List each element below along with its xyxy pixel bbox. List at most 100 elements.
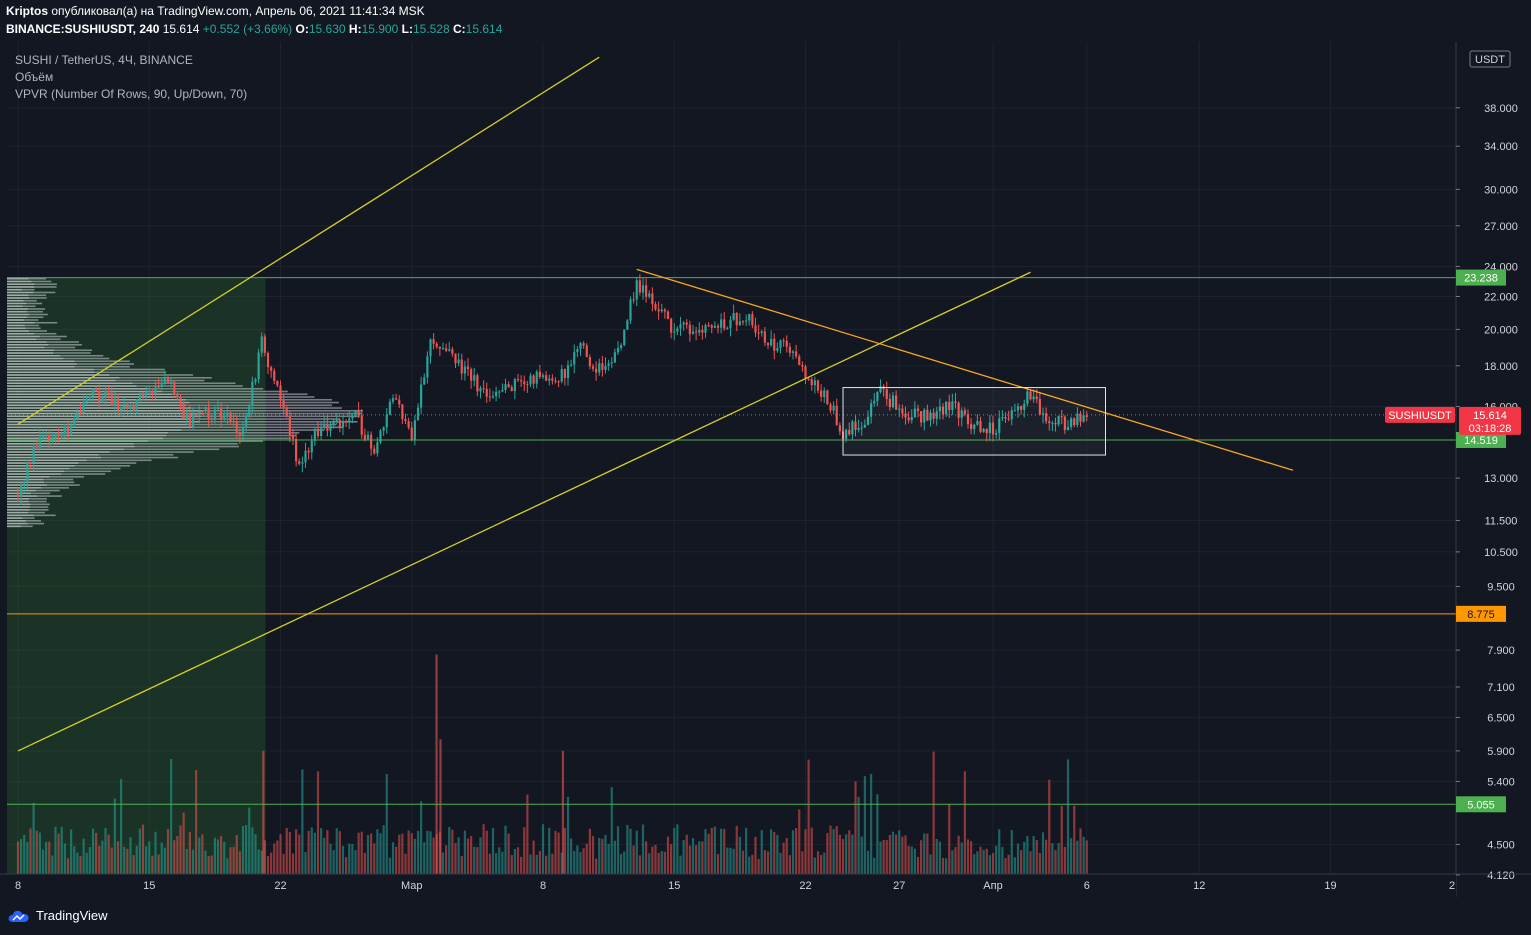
volume-bar <box>741 850 745 874</box>
vpvr-row-up <box>7 398 186 401</box>
volume-bar <box>207 856 210 874</box>
vpvr-row <box>7 352 91 354</box>
level-tag-label: 23.238 <box>1464 273 1498 285</box>
price-chart[interactable]: 38.00034.00030.00027.00024.00022.00020.0… <box>0 42 1531 897</box>
vpvr-row <box>7 434 297 437</box>
vpvr-row <box>7 302 43 305</box>
legend-title[interactable]: SUSHI / TetherUS, 4Ч, BINANCE <box>15 53 193 67</box>
candle <box>816 379 820 394</box>
legend-vpvr[interactable]: VPVR (Number Of Rows, 90, Up/Down, 70) <box>15 87 248 101</box>
volume-bar <box>826 833 829 874</box>
candle <box>960 407 963 427</box>
candle <box>523 375 526 392</box>
vpvr-row <box>7 291 56 294</box>
candle <box>707 322 710 328</box>
tradingview-logo[interactable]: TradingView <box>8 908 108 923</box>
price-axis-label: 4.120 <box>1487 870 1515 882</box>
candle <box>645 278 648 303</box>
candle-body <box>795 351 798 357</box>
candle <box>773 333 776 360</box>
candle <box>626 319 629 331</box>
volume-bar <box>485 830 488 874</box>
volume-bar <box>151 855 154 874</box>
vpvr-row <box>7 445 239 448</box>
candle-body <box>310 440 313 453</box>
candle <box>545 371 548 382</box>
vpvr-row-up <box>7 288 23 291</box>
candle-body <box>832 405 835 411</box>
vpvr-row <box>7 335 67 338</box>
candle <box>413 415 416 446</box>
candle-body <box>226 412 229 416</box>
vpvr-row <box>7 299 37 302</box>
candle <box>151 387 154 401</box>
volume-bar <box>220 836 223 874</box>
low-value: 15.528 <box>412 22 450 36</box>
volume-bar <box>170 758 173 874</box>
volume-bar <box>245 825 248 874</box>
candle <box>320 421 323 440</box>
candle-body <box>379 430 382 443</box>
time-axis-label: 22 <box>274 880 286 892</box>
candle-body <box>845 429 848 440</box>
candle-body <box>907 417 910 421</box>
volume-bar <box>448 827 451 874</box>
author-name[interactable]: Kriptos <box>6 4 48 18</box>
volume-bar <box>613 840 616 874</box>
candle-body <box>182 403 185 419</box>
vpvr-row-up <box>7 492 31 495</box>
volume-bar <box>532 840 535 874</box>
candle <box>526 380 529 393</box>
candle-body <box>713 325 716 328</box>
volume-bar <box>901 836 904 874</box>
volume-bar <box>54 826 57 874</box>
range-box <box>842 387 1106 456</box>
volume-bar <box>948 804 951 874</box>
candle-body <box>245 415 248 428</box>
candle <box>704 323 707 338</box>
legend-volume[interactable]: Объём <box>15 70 54 84</box>
candle <box>279 380 282 409</box>
candle-body <box>445 348 448 351</box>
vpvr-row <box>7 341 79 343</box>
vpvr-row <box>7 365 130 368</box>
candle-body <box>1001 417 1004 419</box>
vpvr-row-up <box>7 327 26 330</box>
vpvr-row <box>7 437 291 440</box>
vpvr-row <box>7 321 58 324</box>
vpvr-row <box>7 354 104 357</box>
volume-bar <box>560 852 563 874</box>
volume-bar <box>920 840 923 874</box>
candle-body <box>91 388 95 397</box>
volume-bar <box>135 845 138 874</box>
candle-body <box>423 377 426 385</box>
candle <box>516 374 520 382</box>
vpvr-row <box>7 431 300 434</box>
volume-bar <box>688 845 691 874</box>
volume-bar <box>51 855 54 874</box>
candle-body <box>41 435 45 437</box>
volume-bar <box>63 843 66 874</box>
vpvr-row <box>7 525 33 528</box>
volume-bar <box>382 825 385 874</box>
candle <box>329 421 332 437</box>
candle-body <box>688 324 691 335</box>
candle-body <box>482 388 485 390</box>
candle <box>610 357 613 369</box>
vpvr-row-up <box>7 346 45 349</box>
chart-area[interactable]: 38.000 34.000 30.000 27.000 24.000 22.000 20.0… <box>0 42 1531 897</box>
volume-bar <box>876 794 879 874</box>
vpvr-row-up <box>7 335 40 338</box>
volume-bar <box>491 828 495 874</box>
candle <box>954 392 957 409</box>
volume-bar <box>235 835 238 874</box>
candle <box>295 433 298 467</box>
published-text: опубликовал(а) на TradingView.com, Апрел… <box>51 4 425 18</box>
vpvr-row-up <box>7 368 94 371</box>
volume-bar <box>254 834 257 874</box>
candle-body <box>838 425 841 432</box>
volume-bar <box>307 830 310 874</box>
volume-bar <box>182 812 185 874</box>
volume-bar <box>1010 830 1013 874</box>
volume-bar <box>104 828 107 874</box>
